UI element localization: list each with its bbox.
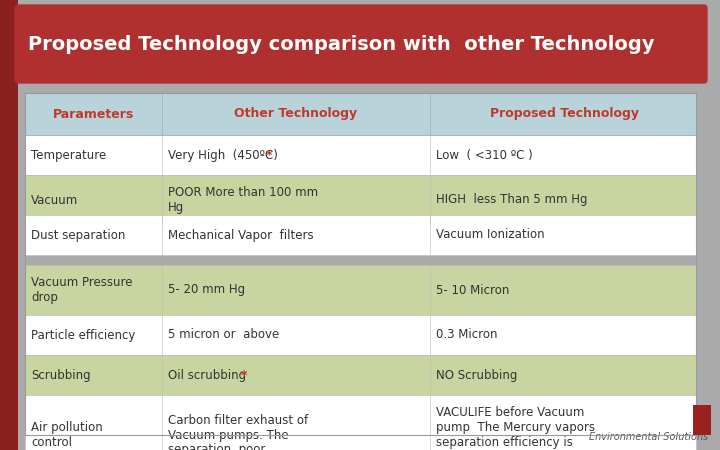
Text: Temperature: Temperature	[31, 148, 107, 162]
Text: 5- 10 Micron: 5- 10 Micron	[436, 284, 509, 297]
Bar	[25, 175, 696, 225]
Bar	[25, 215, 696, 255]
Text: *: *	[241, 369, 248, 382]
Text: Carbon filter exhaust of
Vacuum pumps. The
separation  poor: Carbon filter exhaust of Vacuum pumps. T…	[168, 414, 308, 450]
Text: Particle efficiency: Particle efficiency	[31, 328, 135, 342]
Text: Oil scrubbing: Oil scrubbing	[168, 369, 250, 382]
FancyBboxPatch shape	[15, 5, 707, 83]
Bar	[25, 395, 696, 450]
Text: Environmental Solutions: Environmental Solutions	[589, 432, 708, 442]
Text: Proposed Technology comparison with  other Technology: Proposed Technology comparison with othe…	[28, 35, 654, 54]
Text: HIGH  less Than 5 mm Hg: HIGH less Than 5 mm Hg	[436, 194, 588, 207]
Text: *: *	[266, 148, 272, 162]
Bar	[25, 93, 696, 135]
Text: POOR More than 100 mm
Hg: POOR More than 100 mm Hg	[168, 186, 318, 214]
Text: Vacuum Pressure
drop: Vacuum Pressure drop	[31, 276, 132, 304]
Text: Proposed Technology: Proposed Technology	[490, 108, 639, 121]
Bar	[25, 135, 696, 175]
Text: 0.3 Micron: 0.3 Micron	[436, 328, 498, 342]
Text: 5 micron or  above: 5 micron or above	[168, 328, 279, 342]
Text: Dust separation: Dust separation	[31, 229, 125, 242]
Text: Very High  (450ºC): Very High (450ºC)	[168, 148, 282, 162]
Text: Parameters: Parameters	[53, 108, 134, 121]
Text: Other Technology: Other Technology	[235, 108, 358, 121]
Bar	[25, 315, 696, 355]
Text: Low  ( <310 ºC ): Low ( <310 ºC )	[436, 148, 533, 162]
Bar	[25, 355, 696, 395]
Text: 5- 20 mm Hg: 5- 20 mm Hg	[168, 284, 245, 297]
Text: Air pollution
control: Air pollution control	[31, 421, 103, 449]
Text: Vacuum: Vacuum	[31, 194, 78, 207]
Text: Vacuum Ionization: Vacuum Ionization	[436, 229, 544, 242]
Text: Scrubbing: Scrubbing	[31, 369, 91, 382]
Bar	[25, 93, 696, 435]
Text: Mechanical Vapor  filters: Mechanical Vapor filters	[168, 229, 314, 242]
Bar	[25, 265, 696, 315]
Text: VACULIFE before Vacuum
pump  The Mercury vapors
separation efficiency is
more th: VACULIFE before Vacuum pump The Mercury …	[436, 406, 595, 450]
Bar	[0, 0, 18, 450]
Text: NO Scrubbing: NO Scrubbing	[436, 369, 518, 382]
Bar	[693, 405, 711, 435]
